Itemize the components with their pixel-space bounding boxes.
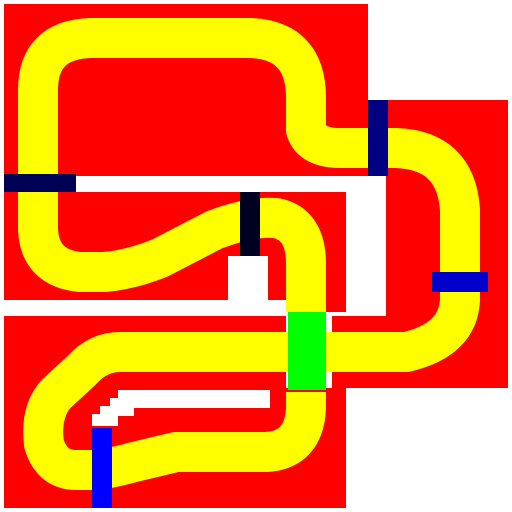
track-path[interactable] [18,18,480,372]
channel-vertical-right [346,176,386,314]
gate-center-black[interactable] [240,192,260,256]
channel-layer [4,176,386,426]
channel-horizontal-lower [4,300,288,316]
gate-layer [4,100,488,508]
gate-bottom-blue[interactable] [92,428,112,508]
channel-step-bottom [92,390,270,426]
track-layer [18,18,480,490]
track-path-bottom-loop[interactable] [23,332,326,490]
gate-top-right-navy[interactable] [368,100,388,176]
track-path-left-loop[interactable] [18,186,326,312]
channel-horizontal-upper [76,176,386,192]
gate-left-navy[interactable] [4,174,76,192]
goal-tile[interactable] [288,312,326,390]
gate-right-blue[interactable] [432,272,488,292]
